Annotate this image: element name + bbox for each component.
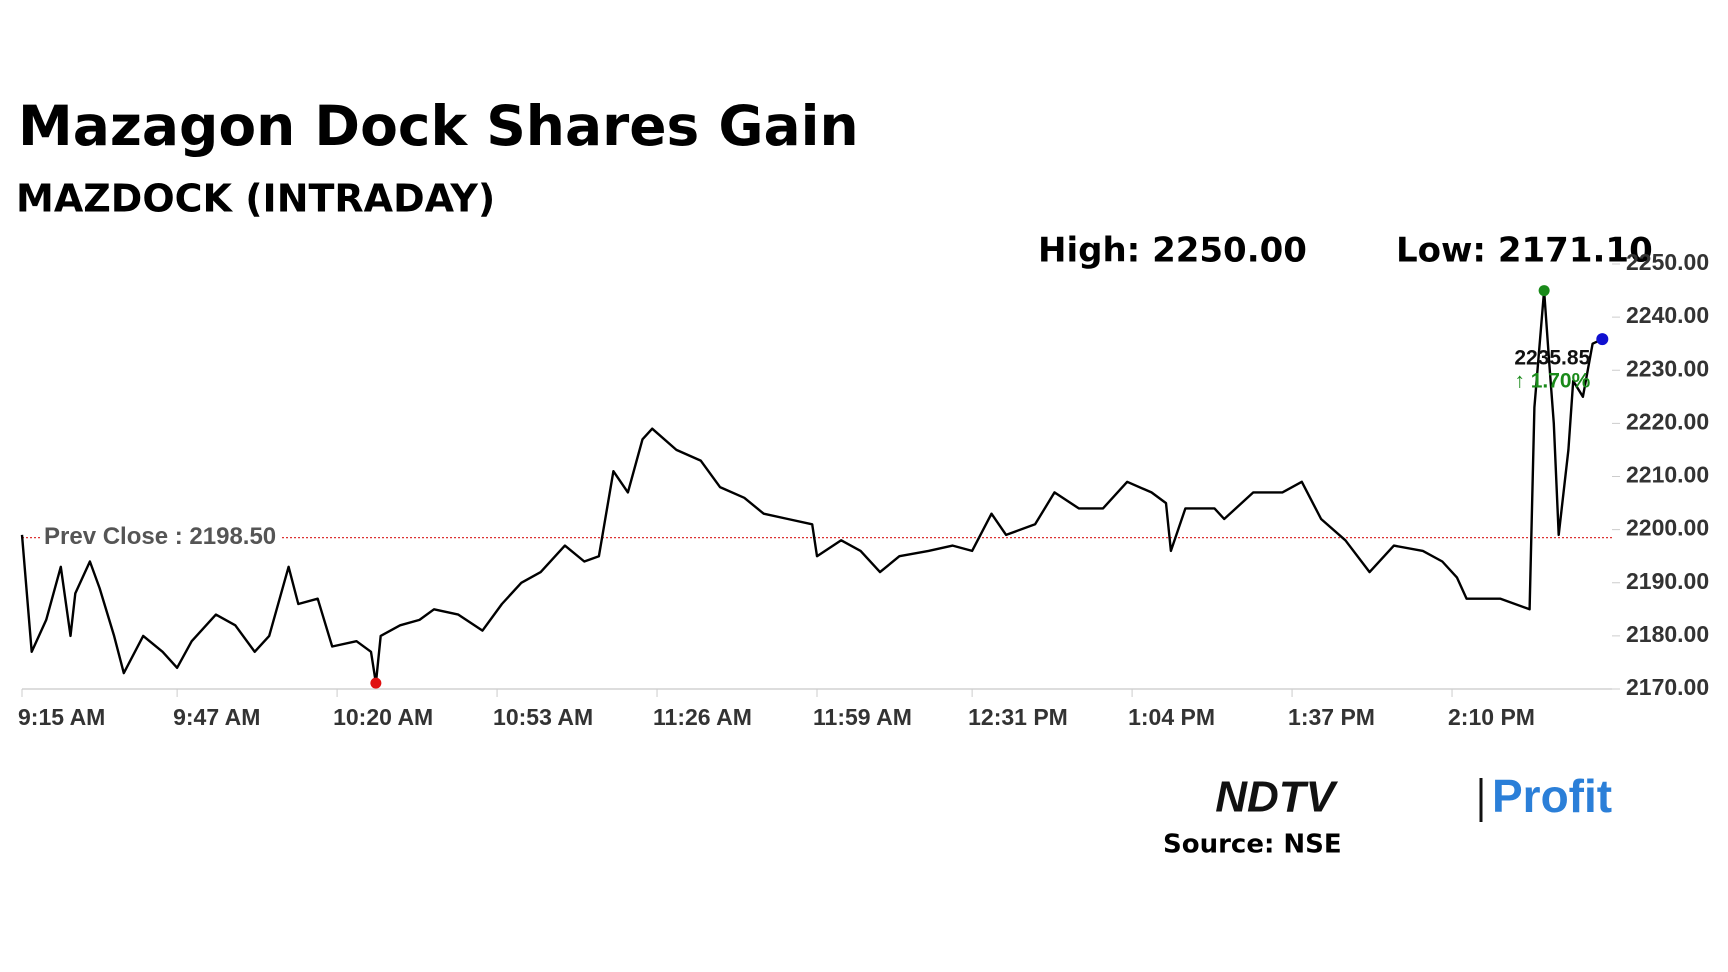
y-tick-label: 2240.00 (1626, 302, 1709, 328)
last-marker (1596, 333, 1609, 346)
y-tick-label: 2200.00 (1626, 515, 1709, 541)
y-tick-label: 2190.00 (1626, 568, 1709, 594)
brand-profit: Profit (1492, 770, 1612, 822)
low-label: Low: 2171.10 (1396, 231, 1653, 271)
x-tick-label: 2:10 PM (1448, 704, 1535, 730)
high-marker (1538, 285, 1550, 297)
source: Source: NSE (1163, 830, 1342, 860)
x-tick-label: 9:47 AM (173, 704, 260, 730)
last-value-label: 2235.85 (1514, 347, 1590, 370)
y-tick-label: 2230.00 (1626, 355, 1709, 381)
y-tick-label: 2220.00 (1626, 408, 1709, 434)
price-line (20, 289, 1603, 685)
chart-title: Mazagon Dock Shares Gain (18, 94, 859, 158)
high-label: High: 2250.00 (1038, 231, 1307, 271)
prev-close-label: Prev Close : 2198.50 (44, 523, 276, 550)
x-tick-label: 11:59 AM (813, 704, 912, 730)
y-tick-label: 2170.00 (1626, 674, 1709, 700)
low-marker (370, 677, 382, 689)
y-tick-label: 2250.00 (1626, 249, 1709, 275)
x-tick-label: 10:20 AM (333, 704, 433, 730)
x-tick-label: 12:31 PM (968, 704, 1068, 730)
x-tick-label: 1:04 PM (1128, 704, 1215, 730)
change-label: ↑ 1.70% (1514, 370, 1590, 393)
brand-ndtv: NDTV (1215, 773, 1338, 822)
label-bg (40, 522, 281, 550)
x-tick-label: 11:26 AM (653, 704, 752, 730)
x-tick-label: 10:53 AM (493, 704, 593, 730)
y-tick-label: 2210.00 (1626, 462, 1709, 488)
x-tick-label: 1:37 PM (1288, 704, 1375, 730)
chart-subtitle: MAZDOCK (INTRADAY) (16, 177, 495, 221)
x-tick-label: 9:15 AM (18, 704, 105, 730)
y-tick-label: 2180.00 (1626, 621, 1709, 647)
